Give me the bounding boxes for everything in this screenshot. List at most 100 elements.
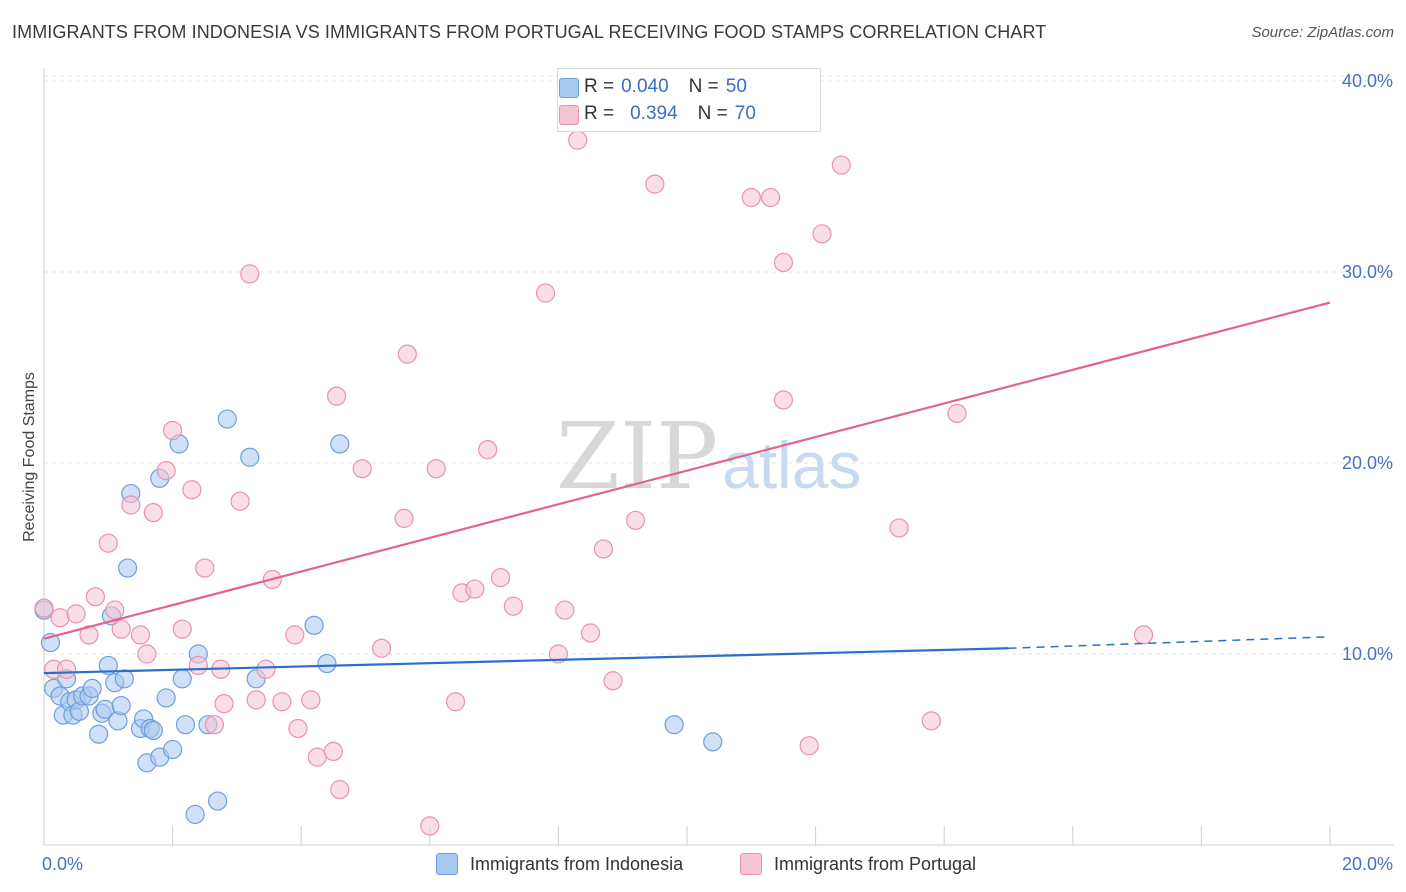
portugal-point xyxy=(535,283,556,303)
indonesia-point xyxy=(208,791,228,811)
portugal-legend-label: Immigrants from Portugal xyxy=(774,853,977,874)
indonesia-point xyxy=(143,720,163,741)
portugal-swatch xyxy=(559,105,579,125)
portugal-point xyxy=(240,264,260,284)
portugal-point xyxy=(831,155,851,175)
indonesia-point xyxy=(172,669,192,689)
indonesia-point xyxy=(117,558,138,578)
y-axis-label: Receiving Food Stamps xyxy=(21,372,38,542)
portugal-point xyxy=(490,567,511,588)
indonesia-swatch xyxy=(559,78,579,98)
x-tick-label: 20.0% xyxy=(1342,854,1393,874)
x-tick-label: 0.0% xyxy=(42,854,83,874)
portugal-point xyxy=(34,598,54,618)
indonesia-point xyxy=(703,732,723,752)
indonesia-point xyxy=(664,715,684,735)
portugal-point xyxy=(548,644,569,664)
portugal-point xyxy=(143,503,163,523)
watermark-atlas: atlas xyxy=(722,428,861,502)
portugal-point xyxy=(156,461,176,481)
portugal-point xyxy=(773,252,794,273)
portugal-point xyxy=(812,224,832,244)
grid-lines xyxy=(44,75,1394,655)
portugal-point xyxy=(465,579,485,599)
indonesia-point xyxy=(114,669,134,689)
portugal-point xyxy=(85,587,106,607)
legend-n-label: N = xyxy=(688,76,719,97)
portugal-point xyxy=(307,747,327,767)
portugal-point xyxy=(741,187,761,208)
indonesia-trend-extension xyxy=(1008,636,1331,650)
portugal-point xyxy=(1133,625,1154,645)
indonesia-point xyxy=(111,695,131,716)
indonesia-legend-swatch xyxy=(436,853,458,875)
portugal-point xyxy=(603,671,623,691)
portugal-point xyxy=(371,638,392,658)
y-tick-label: 30.0% xyxy=(1342,262,1393,282)
portugal-point xyxy=(947,403,967,423)
portugal-point xyxy=(352,459,372,479)
legend-r-value: 0.394 xyxy=(630,103,678,124)
indonesia-legend-label: Immigrants from Indonesia xyxy=(470,853,684,874)
portugal-point xyxy=(445,692,466,712)
legend-r-label: R = xyxy=(584,103,615,124)
bottom-legend-portugal: Immigrants from Portugal xyxy=(740,852,976,876)
y-tick-labels: 10.0% 20.0% 30.0% 40.0% xyxy=(1342,71,1393,664)
legend-n-value: 70 xyxy=(734,103,756,124)
legend-n-label: N = xyxy=(697,103,728,124)
indonesia-point xyxy=(163,739,183,760)
chart-title: IMMIGRANTS FROM INDONESIA VS IMMIGRANTS … xyxy=(12,22,1047,42)
portugal-point xyxy=(503,596,523,616)
portugal-point xyxy=(326,386,347,406)
portugal-point xyxy=(172,619,192,639)
portugal-legend-swatch xyxy=(740,853,762,875)
portugal-point xyxy=(285,625,305,645)
watermark-zip: ZIP xyxy=(556,403,718,510)
portugal-point xyxy=(182,480,202,500)
portugal-point xyxy=(330,780,350,800)
portugal-point xyxy=(50,608,70,628)
portugal-point xyxy=(645,174,665,194)
portugal-point xyxy=(478,440,498,460)
portugal-point xyxy=(799,736,819,756)
portugal-point xyxy=(301,690,321,710)
y-tick-label: 20.0% xyxy=(1342,453,1393,473)
series-portugal-points xyxy=(34,130,1154,836)
portugal-point xyxy=(568,130,588,150)
y-tick-label: 40.0% xyxy=(1342,71,1393,91)
portugal-point xyxy=(195,558,215,578)
indonesia-point xyxy=(98,655,118,676)
correlation-legend: R = 0.040 N = 50 R = 0.394 N = 70 xyxy=(557,68,821,132)
portugal-point xyxy=(137,644,157,664)
indonesia-trend-line xyxy=(43,647,1009,675)
bottom-legend-indonesia: Immigrants from Indonesia xyxy=(436,852,683,876)
indonesia-point xyxy=(82,678,102,698)
portugal-point xyxy=(121,495,141,515)
portugal-point xyxy=(394,508,414,528)
portugal-point xyxy=(163,420,183,441)
portugal-point xyxy=(288,718,308,739)
portugal-point xyxy=(246,690,266,710)
indonesia-point xyxy=(317,653,337,674)
indonesia-point xyxy=(185,804,205,825)
legend-row-indonesia: R = 0.040 N = 50 xyxy=(559,75,747,99)
portugal-point xyxy=(111,619,131,639)
portugal-point xyxy=(230,491,250,511)
indonesia-point xyxy=(330,434,350,454)
legend-n-value: 50 xyxy=(725,76,747,97)
indonesia-point xyxy=(217,409,237,429)
indonesia-point xyxy=(240,447,260,467)
legend-r-value: 0.040 xyxy=(621,76,669,97)
portugal-point xyxy=(256,659,276,679)
portugal-point xyxy=(323,741,343,762)
portugal-point xyxy=(773,390,794,410)
y-tick-label: 10.0% xyxy=(1342,644,1393,664)
portugal-trend-line xyxy=(43,301,1331,640)
legend-r-label: R = xyxy=(584,76,615,97)
portugal-point xyxy=(105,600,125,620)
legend-row-portugal: R = 0.394 N = 70 xyxy=(559,102,756,126)
portugal-point xyxy=(921,711,941,731)
indonesia-point xyxy=(156,688,176,708)
x-tick-labels: 0.0% 20.0% xyxy=(42,854,1393,874)
